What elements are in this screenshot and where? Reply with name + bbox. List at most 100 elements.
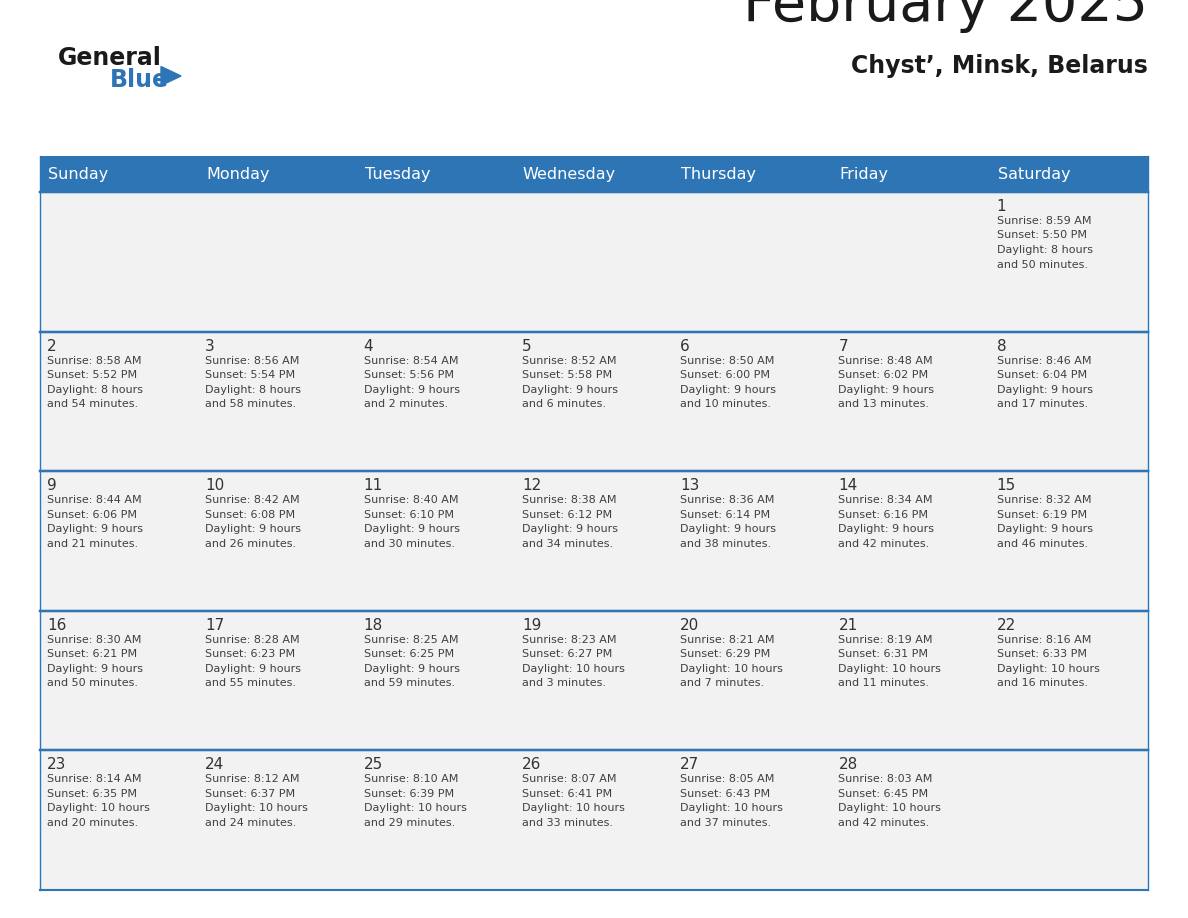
Bar	[514, 331, 674, 471]
Text: 16: 16	[48, 618, 67, 633]
Bar	[356, 471, 514, 610]
Bar	[832, 610, 990, 750]
Text: Daylight: 10 hours: Daylight: 10 hours	[206, 803, 308, 813]
Text: Daylight: 10 hours: Daylight: 10 hours	[522, 664, 625, 674]
Text: Daylight: 9 hours: Daylight: 9 hours	[364, 664, 460, 674]
Text: Daylight: 9 hours: Daylight: 9 hours	[997, 524, 1093, 534]
Text: and 24 minutes.: and 24 minutes.	[206, 818, 297, 828]
Text: Sunrise: 8:58 AM: Sunrise: 8:58 AM	[48, 355, 141, 365]
Text: Daylight: 9 hours: Daylight: 9 hours	[839, 524, 935, 534]
Bar	[674, 471, 832, 610]
Bar	[990, 192, 1148, 331]
Text: and 58 minutes.: and 58 minutes.	[206, 399, 297, 409]
Text: Sunset: 6:00 PM: Sunset: 6:00 PM	[681, 370, 770, 380]
Bar	[674, 610, 832, 750]
Text: Sunset: 6:33 PM: Sunset: 6:33 PM	[997, 649, 1087, 659]
Text: 22: 22	[997, 618, 1016, 633]
Text: Daylight: 9 hours: Daylight: 9 hours	[839, 385, 935, 395]
Text: Sunrise: 8:12 AM: Sunrise: 8:12 AM	[206, 775, 299, 784]
Text: Daylight: 9 hours: Daylight: 9 hours	[681, 385, 776, 395]
Bar	[832, 750, 990, 890]
Text: 24: 24	[206, 757, 225, 772]
Text: Sunset: 6:35 PM: Sunset: 6:35 PM	[48, 789, 137, 799]
Text: 15: 15	[997, 478, 1016, 493]
Text: and 38 minutes.: and 38 minutes.	[681, 539, 771, 549]
Bar	[674, 331, 832, 471]
Text: 20: 20	[681, 618, 700, 633]
Text: 7: 7	[839, 339, 848, 353]
Text: Daylight: 9 hours: Daylight: 9 hours	[364, 524, 460, 534]
Text: Sunday: Sunday	[48, 166, 108, 182]
Text: and 20 minutes.: and 20 minutes.	[48, 818, 138, 828]
Bar	[514, 610, 674, 750]
Text: Sunrise: 8:23 AM: Sunrise: 8:23 AM	[522, 635, 617, 644]
Text: Sunset: 5:56 PM: Sunset: 5:56 PM	[364, 370, 454, 380]
Text: 1: 1	[997, 199, 1006, 214]
Text: and 10 minutes.: and 10 minutes.	[681, 399, 771, 409]
Bar	[198, 471, 356, 610]
Bar	[198, 750, 356, 890]
Text: 19: 19	[522, 618, 542, 633]
Text: Friday: Friday	[840, 166, 889, 182]
Text: Sunset: 6:39 PM: Sunset: 6:39 PM	[364, 789, 454, 799]
Text: Sunset: 6:31 PM: Sunset: 6:31 PM	[839, 649, 929, 659]
Text: 2: 2	[48, 339, 57, 353]
Text: Sunrise: 8:40 AM: Sunrise: 8:40 AM	[364, 495, 459, 505]
Bar	[356, 750, 514, 890]
Text: 12: 12	[522, 478, 541, 493]
Text: Wednesday: Wednesday	[523, 166, 617, 182]
Text: 21: 21	[839, 618, 858, 633]
Text: Sunrise: 8:21 AM: Sunrise: 8:21 AM	[681, 635, 775, 644]
Text: Sunset: 6:45 PM: Sunset: 6:45 PM	[839, 789, 929, 799]
Text: Sunset: 6:27 PM: Sunset: 6:27 PM	[522, 649, 612, 659]
Text: Sunset: 6:12 PM: Sunset: 6:12 PM	[522, 509, 612, 520]
Text: and 42 minutes.: and 42 minutes.	[839, 539, 930, 549]
Text: and 6 minutes.: and 6 minutes.	[522, 399, 606, 409]
Bar	[198, 331, 356, 471]
Text: Sunrise: 8:52 AM: Sunrise: 8:52 AM	[522, 355, 617, 365]
Bar	[356, 331, 514, 471]
Text: Sunrise: 8:42 AM: Sunrise: 8:42 AM	[206, 495, 299, 505]
Bar	[832, 192, 990, 331]
Text: 11: 11	[364, 478, 383, 493]
Bar	[514, 156, 674, 192]
Text: Sunrise: 8:05 AM: Sunrise: 8:05 AM	[681, 775, 775, 784]
Text: 9: 9	[48, 478, 57, 493]
Text: 27: 27	[681, 757, 700, 772]
Text: Sunset: 5:58 PM: Sunset: 5:58 PM	[522, 370, 612, 380]
Text: and 34 minutes.: and 34 minutes.	[522, 539, 613, 549]
Text: Sunset: 6:14 PM: Sunset: 6:14 PM	[681, 509, 770, 520]
Bar	[198, 610, 356, 750]
Text: and 13 minutes.: and 13 minutes.	[839, 399, 929, 409]
Text: 26: 26	[522, 757, 542, 772]
Text: Sunset: 6:04 PM: Sunset: 6:04 PM	[997, 370, 1087, 380]
Text: 18: 18	[364, 618, 383, 633]
Text: Sunset: 5:50 PM: Sunset: 5:50 PM	[997, 230, 1087, 241]
Text: Daylight: 10 hours: Daylight: 10 hours	[997, 664, 1100, 674]
Text: and 7 minutes.: and 7 minutes.	[681, 678, 764, 688]
Text: and 17 minutes.: and 17 minutes.	[997, 399, 1088, 409]
Bar	[198, 156, 356, 192]
Text: Daylight: 9 hours: Daylight: 9 hours	[206, 664, 302, 674]
Text: Sunrise: 8:56 AM: Sunrise: 8:56 AM	[206, 355, 299, 365]
Text: Sunset: 6:16 PM: Sunset: 6:16 PM	[839, 509, 929, 520]
Text: and 29 minutes.: and 29 minutes.	[364, 818, 455, 828]
Bar	[674, 192, 832, 331]
Bar	[40, 156, 198, 192]
Text: and 54 minutes.: and 54 minutes.	[48, 399, 138, 409]
Text: and 11 minutes.: and 11 minutes.	[839, 678, 929, 688]
Text: and 21 minutes.: and 21 minutes.	[48, 539, 138, 549]
Text: 5: 5	[522, 339, 531, 353]
Text: 10: 10	[206, 478, 225, 493]
Bar	[990, 750, 1148, 890]
Text: 23: 23	[48, 757, 67, 772]
Text: Sunrise: 8:32 AM: Sunrise: 8:32 AM	[997, 495, 1092, 505]
Text: Sunset: 6:41 PM: Sunset: 6:41 PM	[522, 789, 612, 799]
Text: and 50 minutes.: and 50 minutes.	[997, 260, 1088, 270]
Text: Saturday: Saturday	[998, 166, 1070, 182]
Text: Sunset: 6:19 PM: Sunset: 6:19 PM	[997, 509, 1087, 520]
Text: and 3 minutes.: and 3 minutes.	[522, 678, 606, 688]
Text: Tuesday: Tuesday	[365, 166, 430, 182]
Text: Sunrise: 8:16 AM: Sunrise: 8:16 AM	[997, 635, 1091, 644]
Bar	[514, 192, 674, 331]
